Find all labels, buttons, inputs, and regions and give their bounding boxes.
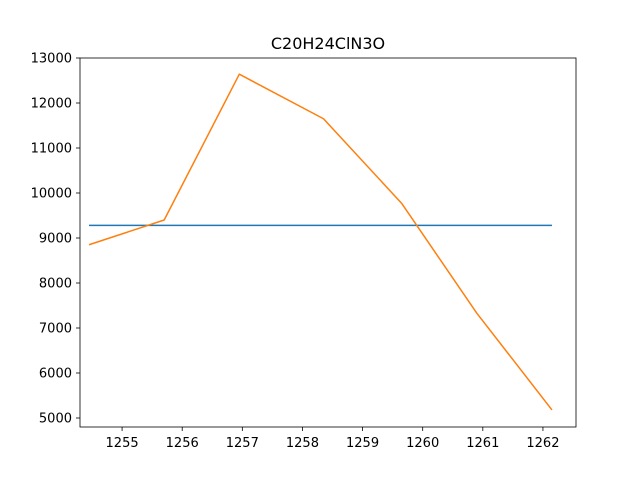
- x-tick-label: 1261: [466, 436, 499, 451]
- x-tick-label: 1262: [526, 436, 559, 451]
- x-tick-label: 1258: [286, 436, 319, 451]
- chart-title: C20H24ClN3O: [271, 34, 385, 53]
- x-tick-label: 1257: [226, 436, 259, 451]
- x-tick-label: 1260: [406, 436, 439, 451]
- y-tick-label: 13000: [31, 52, 72, 67]
- y-tick-label: 5000: [39, 412, 72, 427]
- plot-frame: [79, 57, 577, 428]
- y-tick-label: 6000: [39, 367, 72, 382]
- y-tick-label: 11000: [31, 142, 72, 157]
- series-layer: [88, 73, 553, 411]
- axes-layer: 1255 1256 1257 1258 1259 1260 1261 1262 5000 6000…: [31, 52, 577, 451]
- x-tick-label: 1255: [106, 436, 139, 451]
- x-tick-label: 1259: [346, 436, 379, 451]
- y-tick-label: 8000: [39, 277, 72, 292]
- x-tick-label: 1256: [166, 436, 199, 451]
- series-line-2: [88, 73, 553, 411]
- y-tick-label: 7000: [39, 322, 72, 337]
- y-tick-label: 12000: [31, 97, 72, 112]
- y-tick-label: 10000: [31, 187, 72, 202]
- y-tick-label: 9000: [39, 232, 72, 247]
